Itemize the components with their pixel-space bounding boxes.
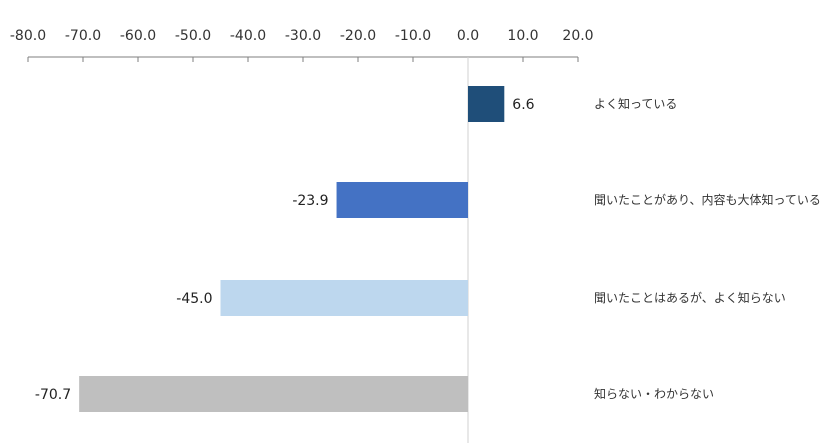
- data-label: 6.6: [512, 97, 534, 113]
- x-tick-label: -20.0: [340, 28, 376, 44]
- category-label: 知らない・わからない: [594, 387, 714, 401]
- x-tick-label: -70.0: [65, 28, 101, 44]
- x-tick-label: -50.0: [175, 28, 211, 44]
- x-tick-label: -30.0: [285, 28, 321, 44]
- bar: [336, 182, 468, 218]
- x-tick-label: 10.0: [507, 28, 538, 44]
- category-label: 聞いたことはあるが、よく知らない: [594, 290, 786, 305]
- x-tick-label: -80.0: [10, 28, 46, 44]
- bar: [468, 86, 505, 122]
- category-label: よく知っている: [594, 97, 677, 111]
- x-tick-label: -60.0: [120, 28, 156, 44]
- x-tick-label: -10.0: [395, 28, 431, 44]
- data-label: -23.9: [292, 193, 328, 209]
- x-tick-label: 20.0: [562, 28, 593, 44]
- bar: [220, 280, 468, 316]
- x-tick-label: -40.0: [230, 28, 266, 44]
- data-label: -45.0: [176, 291, 212, 307]
- bars: [79, 86, 505, 412]
- bar: [79, 376, 469, 412]
- data-label: -70.7: [35, 387, 71, 403]
- x-axis: -80.0 -70.0 -60.0 -50.0 -40.0 -30.0 -20.0 -10.0…: [10, 28, 594, 62]
- labels: 6.6 よく知っている -23.9 聞いたことがあり、内容も大体知っている -45.0 聞…: [35, 97, 821, 403]
- category-label: 聞いたことがあり、内容も大体知っている: [594, 192, 821, 207]
- x-tick-label: 0.0: [457, 28, 479, 44]
